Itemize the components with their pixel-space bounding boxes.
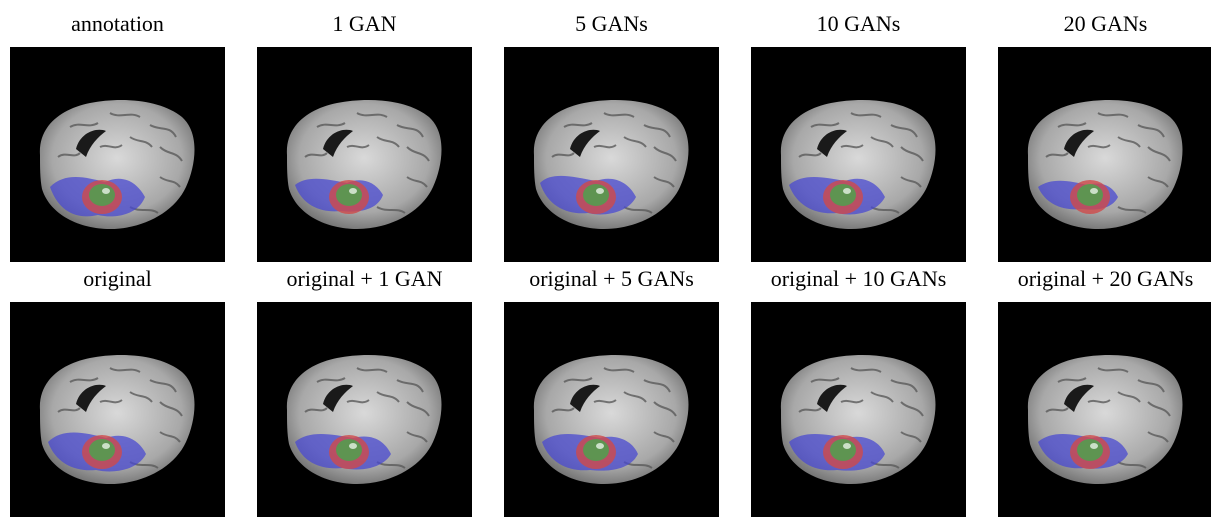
brain-mri-image: [10, 47, 225, 262]
mri-slice-svg: [257, 47, 472, 262]
brain-mri-image: [998, 302, 1211, 517]
mri-slice-svg: [257, 302, 472, 517]
mri-slice-svg: [998, 47, 1211, 262]
mri-slice-svg: [504, 302, 719, 517]
mri-slice-svg: [998, 302, 1211, 517]
panel-title: original + 20 GANs: [1017, 266, 1194, 291]
panel-title: annotation: [71, 11, 164, 36]
brain-mri-image: [257, 47, 472, 262]
panel-title: original + 10 GANs: [770, 266, 947, 291]
panel-title: 1 GAN: [332, 11, 397, 36]
mri-slice-svg: [504, 47, 719, 262]
brain-mri-image: [504, 302, 719, 517]
panel-title: 5 GANs: [575, 11, 648, 36]
mri-slice-svg: [10, 302, 225, 517]
panel-title: 10 GANs: [816, 11, 901, 36]
brain-mri-image: [10, 302, 225, 517]
brain-mri-image: [751, 302, 966, 517]
mri-slice-svg: [751, 302, 966, 517]
panel-title: original: [83, 266, 152, 291]
mri-slice-svg: [751, 47, 966, 262]
mri-slice-svg: [10, 47, 225, 262]
brain-mri-image: [751, 47, 966, 262]
brain-mri-image: [998, 47, 1211, 262]
panel-title: original + 1 GAN: [286, 266, 443, 291]
brain-mri-image: [504, 47, 719, 262]
panel-title: original + 5 GANs: [529, 266, 694, 291]
brain-mri-image: [257, 302, 472, 517]
figure-grid: annotation 1 GAN 5 GANs 10 GANs 20 GANs …: [10, 11, 1211, 517]
panel-title: 20 GANs: [1063, 11, 1148, 36]
